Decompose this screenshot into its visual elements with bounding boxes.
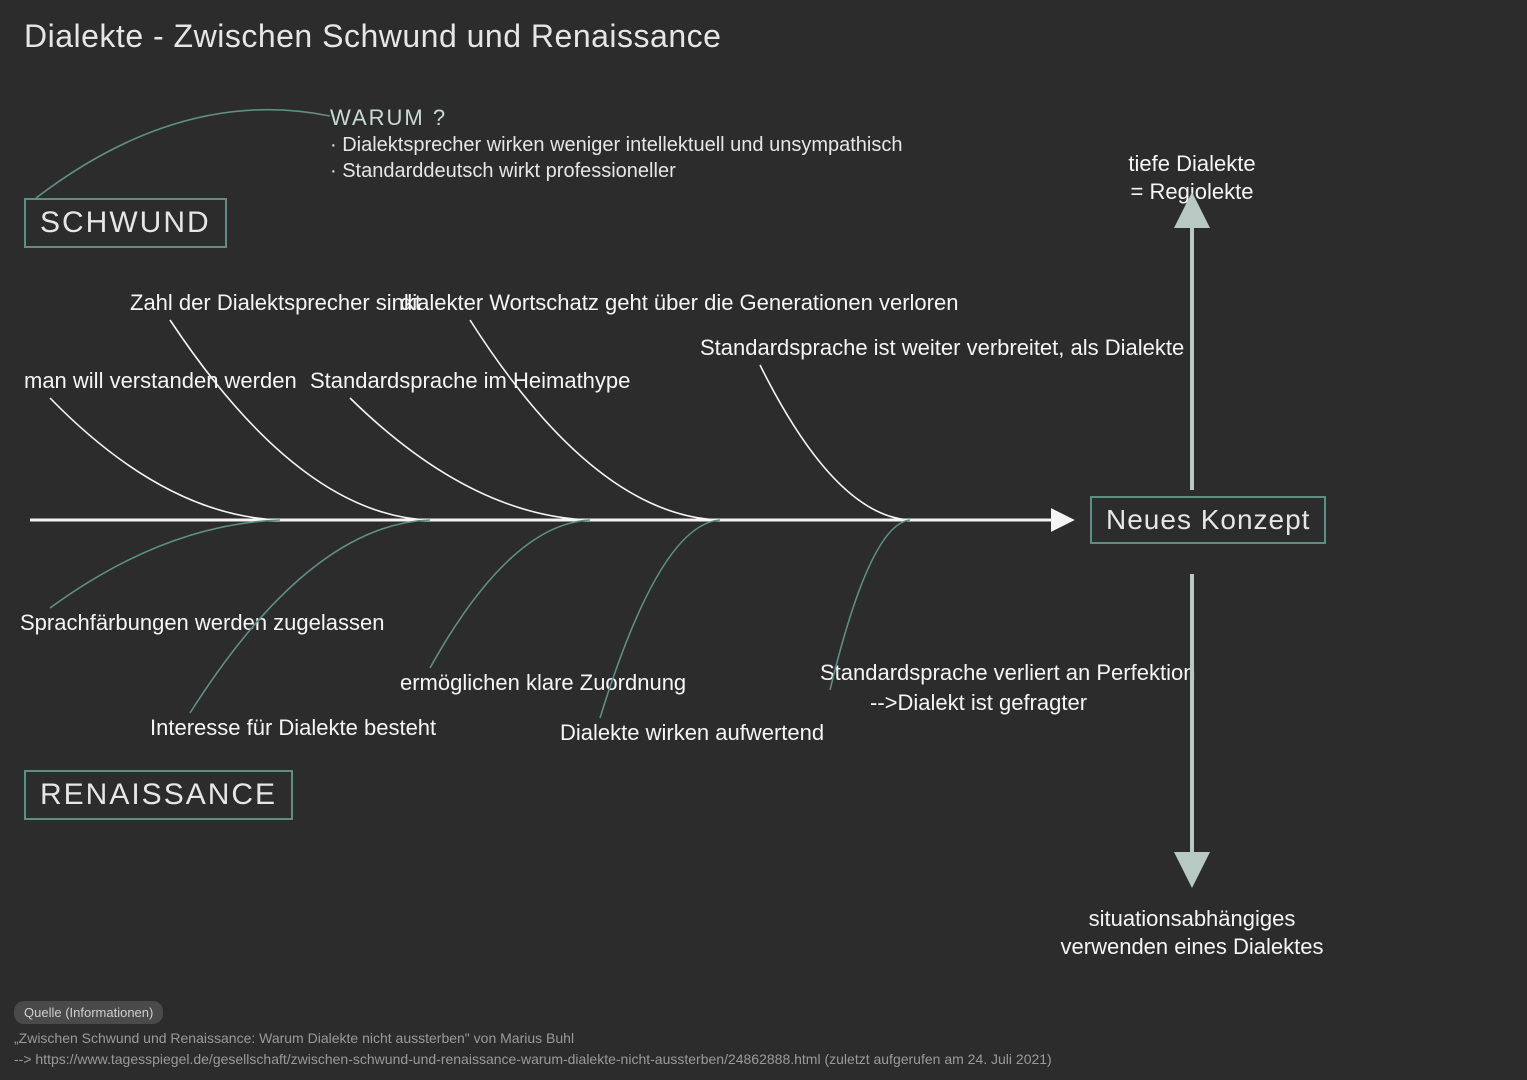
box-schwund: SCHWUND (24, 198, 227, 248)
bone-u3: Standardsprache im Heimathype (310, 368, 630, 394)
bone-l2: Interesse für Dialekte besteht (150, 715, 436, 741)
vlabel-bottom-l1: situationsabhängiges (1089, 906, 1296, 931)
box-renaissance: RENAISSANCE (24, 770, 293, 820)
bone-u5: Standardsprache ist weiter verbreitet, a… (700, 335, 1184, 361)
footer-line-1: „Zwischen Schwund und Renaissance: Warum… (14, 1030, 574, 1046)
footer-line-2: --> https://www.tagesspiegel.de/gesellsc… (14, 1051, 1052, 1067)
footer: Quelle (Informationen) „Zwischen Schwund… (14, 1001, 1052, 1071)
warum-line-1: Dialektsprecher wirken weniger intellekt… (330, 134, 903, 157)
bone-l4: Dialekte wirken aufwertend (560, 720, 824, 746)
warum-heading: WARUM ? (330, 105, 447, 131)
vlabel-bottom: situationsabhängiges verwenden eines Dia… (1061, 905, 1324, 960)
vlabel-top: tiefe Dialekte = Regiolekte (1128, 150, 1255, 205)
page-title: Dialekte - Zwischen Schwund und Renaissa… (24, 18, 721, 55)
bone-l3: ermöglichen klare Zuordnung (400, 670, 686, 696)
footer-pill: Quelle (Informationen) (14, 1001, 163, 1025)
vlabel-top-l1: tiefe Dialekte (1128, 151, 1255, 176)
vlabel-bottom-l2: verwenden eines Dialektes (1061, 934, 1324, 959)
bone-l5-sub: -->Dialekt ist gefragter (870, 690, 1087, 716)
bone-u1: man will verstanden werden (24, 368, 297, 394)
bone-l1: Sprachfärbungen werden zugelassen (20, 610, 384, 636)
bone-u4: dialekter Wortschatz geht über die Gener… (400, 290, 958, 316)
box-result: Neues Konzept (1090, 496, 1326, 544)
bone-l5: Standardsprache verliert an Perfektion (820, 660, 1195, 686)
warum-line-2: Standarddeutsch wirkt professioneller (330, 160, 676, 183)
diagram-canvas: Dialekte - Zwischen Schwund und Renaissa… (0, 0, 1527, 1080)
bone-u2: Zahl der Dialektsprecher sinkt (130, 290, 421, 316)
vlabel-top-l2: = Regiolekte (1131, 179, 1254, 204)
